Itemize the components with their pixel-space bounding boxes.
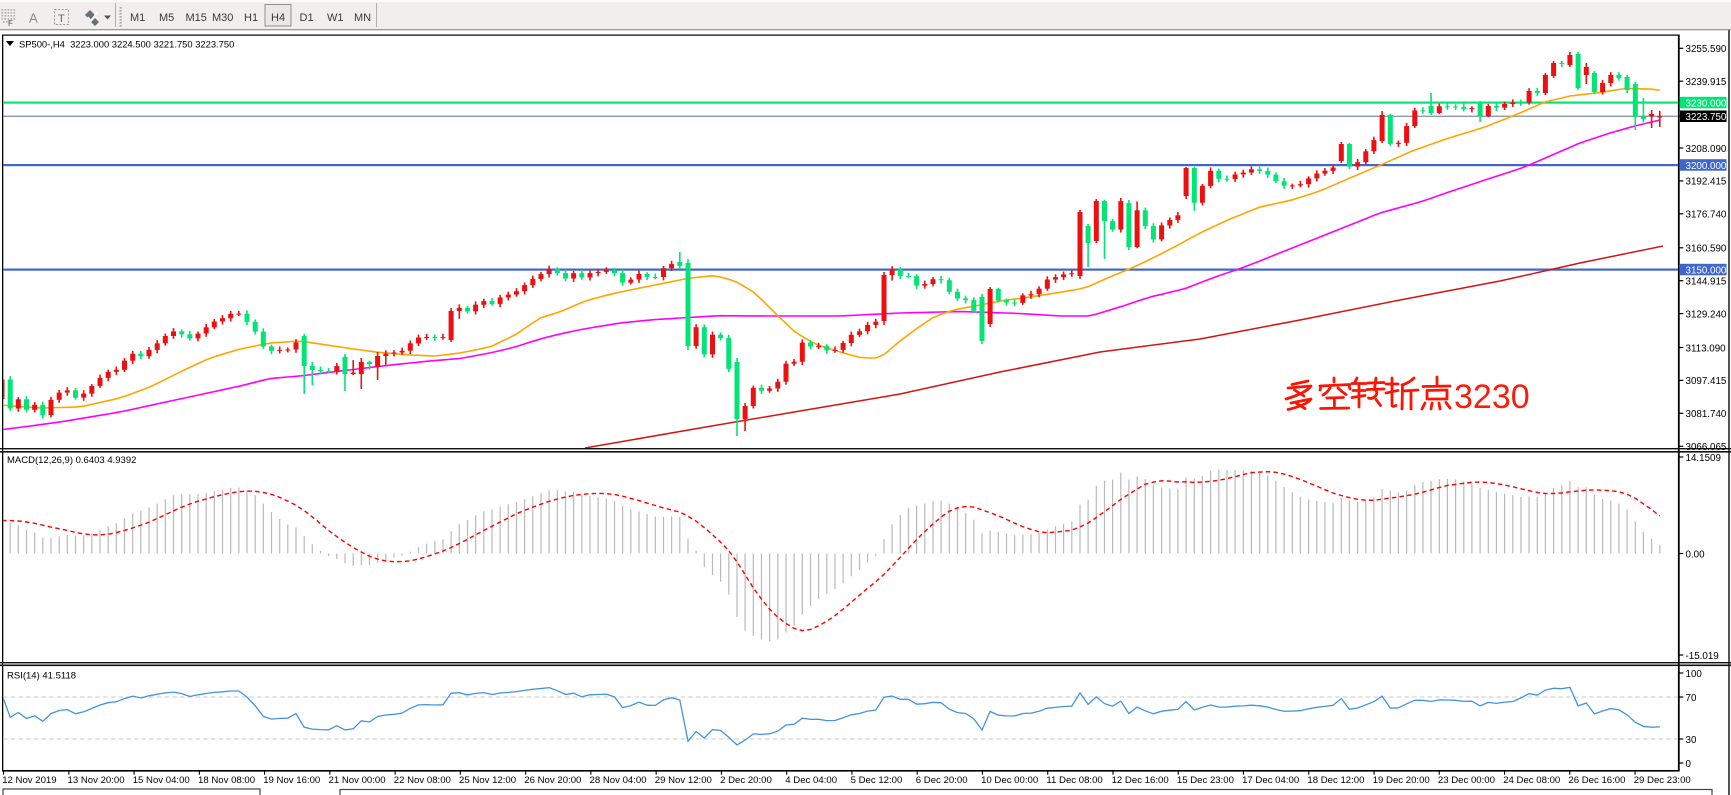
svg-text:M5: M5 [159,12,174,24]
svg-text:3097.415: 3097.415 [1686,376,1727,387]
svg-text:3113.090: 3113.090 [1686,343,1727,354]
svg-text:26 Nov 20:00: 26 Nov 20:00 [524,775,581,786]
svg-text:3150.000: 3150.000 [1686,265,1727,276]
svg-text:H1: H1 [244,12,258,24]
svg-text:15 Nov 04:00: 15 Nov 04:00 [133,775,190,786]
svg-text:24 Dec 08:00: 24 Dec 08:00 [1503,775,1560,786]
svg-text:18 Nov 08:00: 18 Nov 08:00 [198,775,255,786]
svg-text:25 Nov 12:00: 25 Nov 12:00 [459,775,516,786]
svg-text:3066.065: 3066.065 [1686,442,1727,453]
svg-text:3081.740: 3081.740 [1686,409,1727,420]
svg-text:H4: H4 [271,12,285,24]
svg-text:3223.750: 3223.750 [1686,112,1727,123]
svg-text:26 Dec 16:00: 26 Dec 16:00 [1568,775,1625,786]
svg-text:12 Nov 2019: 12 Nov 2019 [2,775,56,786]
svg-text:3200.000: 3200.000 [1686,161,1727,172]
svg-text:3192.415: 3192.415 [1686,177,1727,188]
svg-text:3230.000: 3230.000 [1686,98,1727,109]
svg-text:W1: W1 [327,12,344,24]
svg-text:28 Nov 04:00: 28 Nov 04:00 [590,775,647,786]
svg-text:21 Nov 00:00: 21 Nov 00:00 [329,775,386,786]
svg-text:2 Dec 20:00: 2 Dec 20:00 [720,775,772,786]
svg-text:23 Dec 00:00: 23 Dec 00:00 [1438,775,1495,786]
svg-text:5 Dec 12:00: 5 Dec 12:00 [851,775,903,786]
svg-text:-15.019: -15.019 [1686,651,1719,662]
svg-text:M1: M1 [130,12,145,24]
svg-text:RSI(14) 41.5118: RSI(14) 41.5118 [7,671,76,682]
svg-text:17 Dec 04:00: 17 Dec 04:00 [1242,775,1299,786]
svg-text:70: 70 [1686,693,1697,704]
svg-text:6 Dec 20:00: 6 Dec 20:00 [916,775,968,786]
svg-text:0.00: 0.00 [1686,549,1706,560]
svg-text:100: 100 [1686,669,1703,680]
svg-text:3239.915: 3239.915 [1686,77,1727,88]
svg-text:29 Dec 23:00: 29 Dec 23:00 [1634,775,1691,786]
svg-text:T: T [58,13,65,25]
svg-text:3255.590: 3255.590 [1686,44,1727,55]
svg-text:M30: M30 [212,12,233,24]
svg-text:10 Dec 00:00: 10 Dec 00:00 [981,775,1038,786]
svg-text:F: F [8,19,13,28]
svg-text:MN: MN [354,12,371,24]
svg-text:15 Dec 23:00: 15 Dec 23:00 [1177,775,1234,786]
svg-text:3144.915: 3144.915 [1686,277,1727,288]
svg-text:11 Dec 08:00: 11 Dec 08:00 [1046,775,1102,786]
svg-text:MACD(12,26,9) 0.6403 4.9392: MACD(12,26,9) 0.6403 4.9392 [7,455,136,466]
svg-text:0: 0 [1686,759,1692,770]
svg-text:M15: M15 [186,12,207,24]
svg-text:29 Nov 12:00: 29 Nov 12:00 [655,775,712,786]
svg-text:3160.590: 3160.590 [1686,244,1727,255]
svg-text:22 Nov 08:00: 22 Nov 08:00 [394,775,451,786]
svg-text:18 Dec 12:00: 18 Dec 12:00 [1307,775,1364,786]
svg-text:4 Dec 04:00: 4 Dec 04:00 [785,775,837,786]
svg-text:A: A [29,11,38,26]
svg-text:SP500-,H4 3223.000 3224.500 3: SP500-,H4 3223.000 3224.500 3221.750 322… [19,39,234,50]
svg-text:D1: D1 [300,12,314,24]
svg-text:19 Nov 16:00: 19 Nov 16:00 [263,775,320,786]
svg-text:3230: 3230 [1454,378,1530,416]
svg-text:12 Dec 16:00: 12 Dec 16:00 [1112,775,1169,786]
svg-text:3176.740: 3176.740 [1686,210,1727,221]
svg-text:14.1509: 14.1509 [1686,453,1721,464]
svg-text:3129.240: 3129.240 [1686,309,1727,320]
svg-text:30: 30 [1686,735,1697,746]
svg-text:3208.090: 3208.090 [1686,144,1727,155]
svg-text:19 Dec 20:00: 19 Dec 20:00 [1373,775,1430,786]
svg-text:13 Nov 20:00: 13 Nov 20:00 [68,775,125,786]
